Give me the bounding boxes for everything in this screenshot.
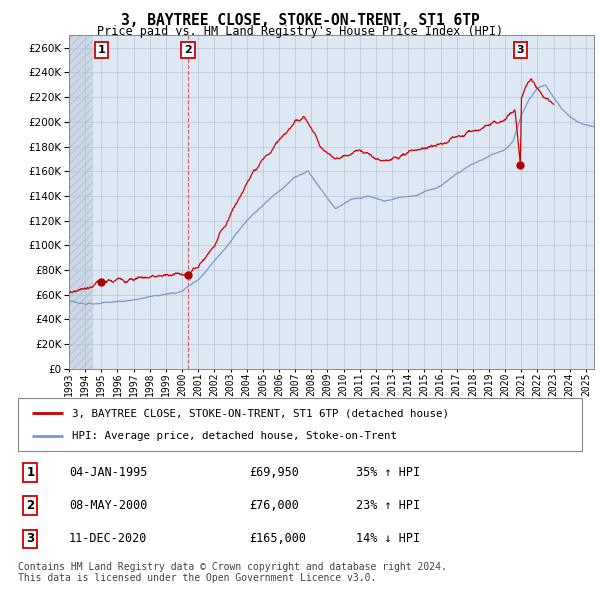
- Text: HPI: Average price, detached house, Stoke-on-Trent: HPI: Average price, detached house, Stok…: [71, 431, 397, 441]
- Text: 3: 3: [26, 532, 34, 546]
- Text: 14% ↓ HPI: 14% ↓ HPI: [356, 532, 421, 546]
- Text: 1: 1: [98, 45, 106, 55]
- Text: 04-JAN-1995: 04-JAN-1995: [69, 466, 147, 480]
- Text: £69,950: £69,950: [249, 466, 299, 480]
- Text: 35% ↑ HPI: 35% ↑ HPI: [356, 466, 421, 480]
- Bar: [69, 35, 93, 369]
- Text: Price paid vs. HM Land Registry's House Price Index (HPI): Price paid vs. HM Land Registry's House …: [97, 25, 503, 38]
- Text: £76,000: £76,000: [249, 499, 299, 513]
- Text: 3: 3: [517, 45, 524, 55]
- Text: 2: 2: [26, 499, 34, 513]
- Text: Contains HM Land Registry data © Crown copyright and database right 2024.
This d: Contains HM Land Registry data © Crown c…: [18, 562, 447, 584]
- Text: 23% ↑ HPI: 23% ↑ HPI: [356, 499, 421, 513]
- Text: 11-DEC-2020: 11-DEC-2020: [69, 532, 147, 546]
- Text: 1: 1: [26, 466, 34, 480]
- Text: 2: 2: [184, 45, 192, 55]
- Text: 3, BAYTREE CLOSE, STOKE-ON-TRENT, ST1 6TP: 3, BAYTREE CLOSE, STOKE-ON-TRENT, ST1 6T…: [121, 13, 479, 28]
- Text: 08-MAY-2000: 08-MAY-2000: [69, 499, 147, 513]
- Text: £165,000: £165,000: [249, 532, 306, 546]
- Text: 3, BAYTREE CLOSE, STOKE-ON-TRENT, ST1 6TP (detached house): 3, BAYTREE CLOSE, STOKE-ON-TRENT, ST1 6T…: [71, 408, 449, 418]
- Bar: [69, 35, 93, 369]
